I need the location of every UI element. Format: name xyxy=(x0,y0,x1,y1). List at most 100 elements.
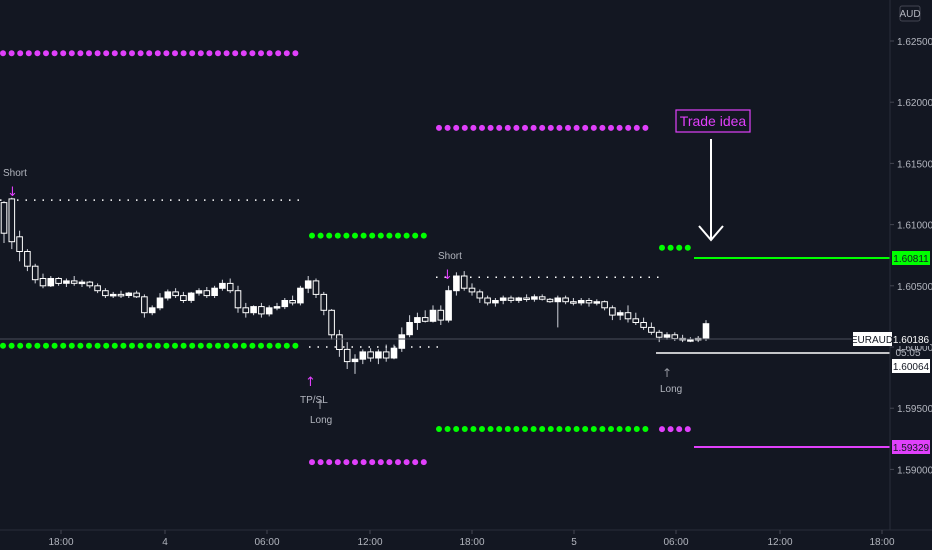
level-dot xyxy=(0,50,6,57)
target-price-text: 1.60811 xyxy=(893,254,929,265)
level-dot xyxy=(420,459,427,466)
stop-price-tag xyxy=(892,440,930,454)
level-dot xyxy=(258,50,264,57)
level-dot xyxy=(487,124,494,131)
level-dot xyxy=(360,459,367,466)
level-dot xyxy=(180,50,187,57)
candle-body xyxy=(523,297,530,300)
level-dot xyxy=(676,426,683,433)
short-arrow-icon: ↓ xyxy=(7,185,18,200)
candle-body xyxy=(421,317,429,322)
candle-body xyxy=(109,293,117,297)
candle-body xyxy=(382,351,390,359)
level-dot xyxy=(189,342,196,349)
level-dot xyxy=(197,50,204,57)
level-dot xyxy=(215,342,221,349)
level-dot xyxy=(625,124,632,131)
level-dot xyxy=(547,426,554,432)
candle-body xyxy=(343,348,351,363)
level-dot xyxy=(94,342,101,349)
candle-body xyxy=(47,278,55,287)
long-label-2: Long xyxy=(660,384,682,395)
level-dot xyxy=(369,459,376,466)
level-dot xyxy=(547,124,554,131)
level-dot xyxy=(223,342,230,349)
candle-body xyxy=(359,351,367,360)
level-dot xyxy=(479,124,485,131)
level-dot xyxy=(444,124,451,131)
candle-body xyxy=(31,265,39,281)
candle-body xyxy=(117,293,125,297)
level-dot xyxy=(599,124,606,131)
level-dot xyxy=(513,124,520,131)
candle-body xyxy=(78,281,86,285)
level-dot xyxy=(0,342,6,349)
level-dot xyxy=(180,342,187,349)
candle-body xyxy=(39,278,47,287)
symbol-tag-text: EURAUD xyxy=(851,335,893,346)
candle-body xyxy=(70,280,78,284)
level-dot xyxy=(317,232,324,239)
candle-body xyxy=(577,300,585,304)
currency-badge[interactable] xyxy=(899,5,921,22)
candle-body xyxy=(648,326,655,333)
level-dot xyxy=(556,426,563,432)
candle-body xyxy=(156,297,164,309)
level-dot xyxy=(659,244,665,251)
level-dot xyxy=(616,426,623,432)
level-dot xyxy=(77,50,84,57)
long-arrow-icon: ↑ xyxy=(315,398,325,412)
level-dot xyxy=(34,342,41,349)
level-dot xyxy=(197,342,204,349)
level-dot xyxy=(608,426,614,432)
price-tick-label: 1.61000 xyxy=(897,221,932,232)
level-dot xyxy=(573,426,580,432)
close-price-text: 1.60064 xyxy=(893,362,930,373)
level-dot xyxy=(352,459,358,466)
level-dot xyxy=(275,50,282,57)
level-dot xyxy=(539,426,546,432)
candle-body xyxy=(624,312,632,320)
time-tick-label: 18:00 xyxy=(459,537,484,548)
level-dot xyxy=(556,124,563,131)
level-dot xyxy=(386,232,393,239)
candle-body xyxy=(687,339,694,342)
level-dot xyxy=(43,50,49,57)
level-dot xyxy=(120,342,127,349)
level-dot xyxy=(590,426,597,432)
level-dot xyxy=(334,232,341,239)
level-dot xyxy=(470,124,477,131)
time-tick-label: 18:00 xyxy=(869,537,894,548)
level-dot xyxy=(625,426,632,432)
level-dot xyxy=(453,124,460,131)
candle-body xyxy=(195,290,203,294)
candle-body xyxy=(554,297,562,303)
candle-body xyxy=(328,309,335,336)
time-axis-ticks: 18:00 4 06:00 12:00 18:00 5 06:00 12:00 18:00 xyxy=(48,530,895,548)
candle-body xyxy=(55,278,62,284)
candle-body xyxy=(398,334,406,349)
candle-body xyxy=(492,300,499,304)
level-dot xyxy=(51,50,58,57)
symbol-tag xyxy=(853,332,892,346)
candle-body xyxy=(507,297,515,301)
candle-body xyxy=(585,300,593,304)
candle-body xyxy=(187,292,195,301)
candle-body xyxy=(265,307,273,315)
candle-body xyxy=(609,307,616,316)
candle-body xyxy=(125,292,133,297)
level-dot xyxy=(565,426,571,432)
candle-body xyxy=(281,300,289,308)
level-dot xyxy=(436,426,442,432)
level-dot xyxy=(573,124,580,131)
level-dot xyxy=(461,124,468,131)
countdown-text: 05:05 xyxy=(895,348,920,359)
candle-body xyxy=(336,334,343,350)
level-dot xyxy=(326,459,333,466)
time-tick-label: 12:00 xyxy=(357,537,382,548)
level-dot xyxy=(590,124,597,131)
level-dot xyxy=(676,244,683,251)
level-dot xyxy=(403,232,410,239)
